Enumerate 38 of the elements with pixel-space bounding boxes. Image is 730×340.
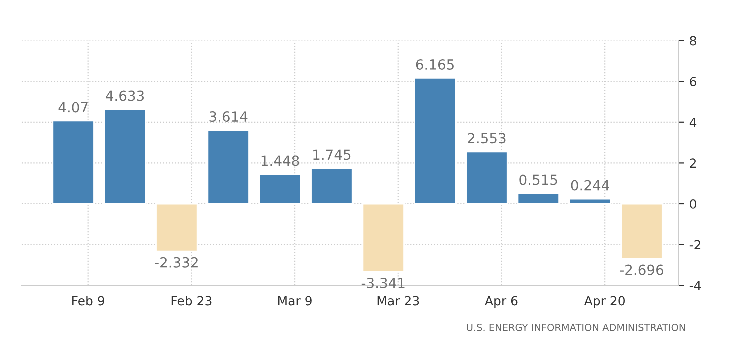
bar — [258, 174, 302, 205]
x-tick-label: Feb 9 — [72, 296, 104, 306]
y-tick-label: -4 — [690, 281, 702, 290]
x-tick-label: Apr 20 — [584, 296, 625, 308]
data-label: -2.332 — [155, 257, 198, 268]
data-label: 0.515 — [520, 174, 558, 186]
bar — [466, 151, 508, 205]
y-tick-label: 4 — [690, 118, 697, 128]
bar — [568, 198, 612, 205]
bar — [156, 203, 198, 252]
data-label: 1.745 — [314, 150, 351, 160]
data-label: 6.165 — [416, 59, 454, 70]
y-tick-label: 0 — [690, 199, 696, 209]
bar — [104, 108, 147, 205]
bar — [207, 130, 250, 205]
bar — [517, 192, 560, 205]
y-tick-label: 8 — [690, 36, 696, 46]
y-tick-label: 2 — [690, 158, 696, 168]
data-label: 0.244 — [571, 180, 610, 191]
y-tick-label: -2 — [690, 240, 701, 250]
data-label: 4.07 — [58, 102, 88, 113]
data-label: 1.448 — [262, 156, 300, 166]
data-label: 4.633 — [106, 90, 144, 102]
x-tick-label: Feb 23 — [172, 296, 212, 306]
bar — [620, 203, 664, 260]
x-tick-label: Mar 9 — [278, 296, 312, 306]
data-label: -2.696 — [620, 264, 664, 276]
bar — [362, 203, 405, 273]
text: U.S. ENERGY INFORMATION ADMINISTRATION — [467, 324, 686, 332]
data-label: 3.614 — [210, 112, 248, 122]
data-label: 2.553 — [468, 133, 506, 144]
data-label: -3.341 — [362, 278, 405, 288]
x-tick-label: Mar 23 — [378, 296, 420, 306]
bar — [52, 120, 95, 205]
bar — [414, 78, 457, 205]
x-tick-label: Apr 6 — [485, 296, 518, 308]
y-tick-label: 6 — [690, 77, 696, 87]
bar — [310, 168, 354, 205]
